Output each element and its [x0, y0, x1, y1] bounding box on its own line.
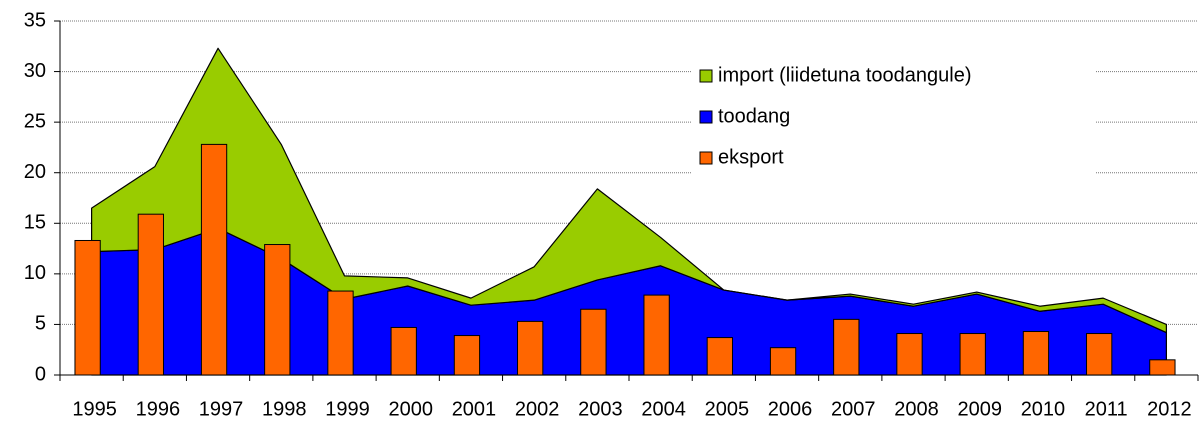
- bar: [137, 213, 164, 376]
- x-tick-label: 2010: [1021, 398, 1066, 420]
- legend-swatch: [699, 69, 713, 83]
- x-tick-label: 2000: [388, 398, 433, 420]
- x-tick-label: 2008: [894, 398, 939, 420]
- bar: [959, 333, 986, 376]
- x-tick-label: 2005: [705, 398, 750, 420]
- y-tick-label: 10: [24, 262, 46, 284]
- legend-swatch: [699, 110, 713, 124]
- y-tick-label: 25: [24, 110, 46, 132]
- x-tick-label: 1998: [262, 398, 307, 420]
- x-tick-label: 1996: [136, 398, 181, 420]
- y-tick-label: 35: [24, 9, 46, 31]
- legend-swatch: [699, 151, 713, 165]
- bar: [580, 308, 607, 376]
- legend-label: import (liidetuna toodangule): [718, 64, 972, 86]
- bar: [833, 318, 860, 376]
- y-tick-label: 15: [24, 212, 46, 234]
- x-tick-label: 2002: [515, 398, 560, 420]
- bar: [896, 333, 923, 376]
- bar: [517, 320, 544, 376]
- area: [91, 47, 1167, 334]
- bar: [74, 239, 101, 376]
- legend: import (liidetuna toodangule) toodang eksp…: [692, 55, 1096, 183]
- x-tick-label: 2012: [1147, 398, 1192, 420]
- bar: [327, 290, 354, 376]
- legend-label: eksport: [718, 146, 784, 168]
- legend-box: [692, 55, 1096, 183]
- bar: [706, 337, 733, 376]
- x-tick-label: 2003: [578, 398, 623, 420]
- x-tick-label: 2001: [452, 398, 497, 420]
- bar: [200, 143, 228, 376]
- bar: [453, 335, 481, 376]
- x-tick-label: 2011: [1085, 398, 1128, 420]
- x-tick-label: 2006: [768, 398, 813, 420]
- bar: [390, 326, 417, 376]
- y-tick-label: 0: [35, 363, 46, 385]
- bar: [769, 347, 797, 376]
- y-tick-label: 30: [24, 60, 46, 82]
- x-tick-label: 2004: [641, 398, 686, 420]
- bar: [1086, 333, 1113, 376]
- x-tick-label: 1999: [325, 398, 370, 420]
- x-tick-label: 1997: [199, 398, 244, 420]
- bar: [1022, 331, 1050, 376]
- bar: [1149, 359, 1176, 376]
- y-tick-label: 5: [35, 313, 46, 335]
- bar: [264, 244, 291, 376]
- x-tick-label: 2009: [957, 398, 1002, 420]
- legend-label: toodang: [718, 105, 790, 127]
- bar: [643, 294, 670, 376]
- y-tick-label: 20: [24, 161, 46, 183]
- x-tick-label: 1995: [72, 398, 117, 420]
- x-tick-label: 2007: [831, 398, 876, 420]
